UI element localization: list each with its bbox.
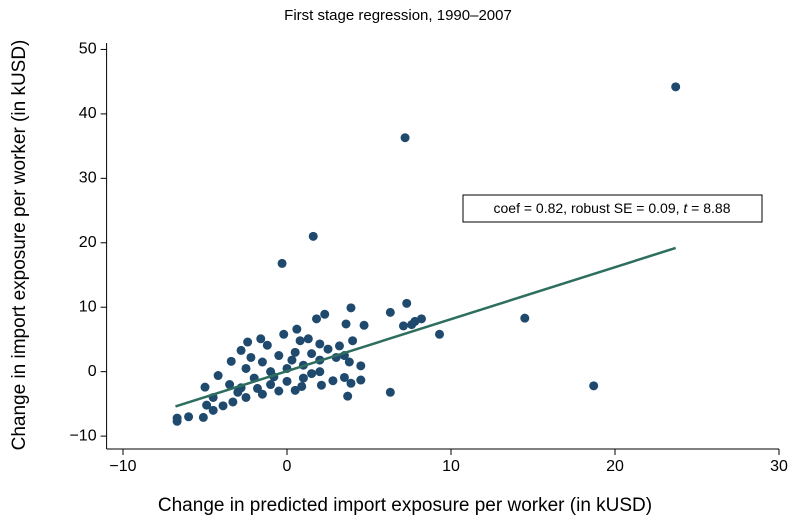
point <box>208 405 218 415</box>
point <box>334 341 344 351</box>
y-tick-label: 0 <box>88 363 97 380</box>
point <box>252 383 262 393</box>
x-tick-label: 10 <box>442 458 460 475</box>
point <box>228 397 238 407</box>
annotation: coef = 0.82, robust SE = 0.09, t = 8.88 <box>494 200 731 216</box>
point <box>297 381 307 391</box>
point <box>172 413 182 423</box>
point <box>282 376 292 386</box>
annotation-part: = 8.88 <box>687 200 730 216</box>
y-tick-label: 40 <box>79 105 97 122</box>
point <box>292 324 302 334</box>
point <box>257 357 267 367</box>
point <box>236 345 246 355</box>
point <box>290 347 300 357</box>
point <box>385 307 395 317</box>
x-tick-label: 0 <box>283 458 292 475</box>
point <box>307 369 317 379</box>
point <box>198 412 208 422</box>
chart-title: First stage regression, 1990–2007 <box>284 7 512 24</box>
point <box>315 339 325 349</box>
point <box>320 309 330 319</box>
point <box>233 387 243 397</box>
point <box>520 313 530 323</box>
point <box>316 380 326 390</box>
x-tick-label: 30 <box>770 458 788 475</box>
point <box>266 380 276 390</box>
y-axis-label: Change in import exposure per worker (in… <box>9 40 30 451</box>
point <box>184 412 194 422</box>
x-tick-label: −10 <box>109 458 136 475</box>
annotation-part: t <box>683 200 688 216</box>
point <box>589 381 599 391</box>
annotation-part: coef = 0.82, robust SE = 0.09, <box>494 200 684 216</box>
point <box>303 334 313 344</box>
point <box>435 329 445 339</box>
point <box>402 298 412 308</box>
point <box>290 385 300 395</box>
point <box>274 351 284 361</box>
annotation-box <box>462 194 763 223</box>
x-tick-label: 20 <box>606 458 624 475</box>
point <box>241 363 251 373</box>
point <box>341 319 351 329</box>
fit-line <box>175 246 677 408</box>
point <box>346 303 356 313</box>
point <box>407 320 417 330</box>
point <box>295 336 305 346</box>
point <box>343 391 353 401</box>
point <box>312 314 322 324</box>
point <box>339 372 349 382</box>
point <box>398 321 408 331</box>
y-tick-label: −10 <box>69 427 96 444</box>
point <box>218 401 228 411</box>
x-axis-label: Change in predicted import exposure per … <box>158 495 652 516</box>
point <box>344 357 354 367</box>
point <box>256 334 266 344</box>
point <box>246 352 256 362</box>
point <box>308 231 318 241</box>
point <box>356 375 366 385</box>
point <box>262 340 272 350</box>
point <box>279 329 289 339</box>
point <box>385 387 395 397</box>
point <box>346 378 356 388</box>
point <box>274 386 284 396</box>
point <box>359 320 369 330</box>
y-tick-label: 20 <box>79 234 97 251</box>
point <box>243 337 253 347</box>
point <box>348 336 358 346</box>
point <box>200 382 210 392</box>
y-tick-label: 10 <box>79 298 97 315</box>
point <box>323 344 333 354</box>
y-tick-label: 50 <box>79 41 97 58</box>
point <box>671 82 681 92</box>
point <box>225 380 235 390</box>
point <box>213 371 223 381</box>
point <box>277 258 287 268</box>
point <box>416 314 426 324</box>
point <box>241 392 251 402</box>
point <box>298 373 308 383</box>
point <box>328 376 338 386</box>
point <box>307 349 317 359</box>
point <box>287 355 297 365</box>
point <box>226 356 236 366</box>
point <box>400 133 410 143</box>
y-tick-label: 30 <box>79 170 97 187</box>
point <box>202 400 212 410</box>
point <box>356 361 366 371</box>
point <box>315 367 325 377</box>
